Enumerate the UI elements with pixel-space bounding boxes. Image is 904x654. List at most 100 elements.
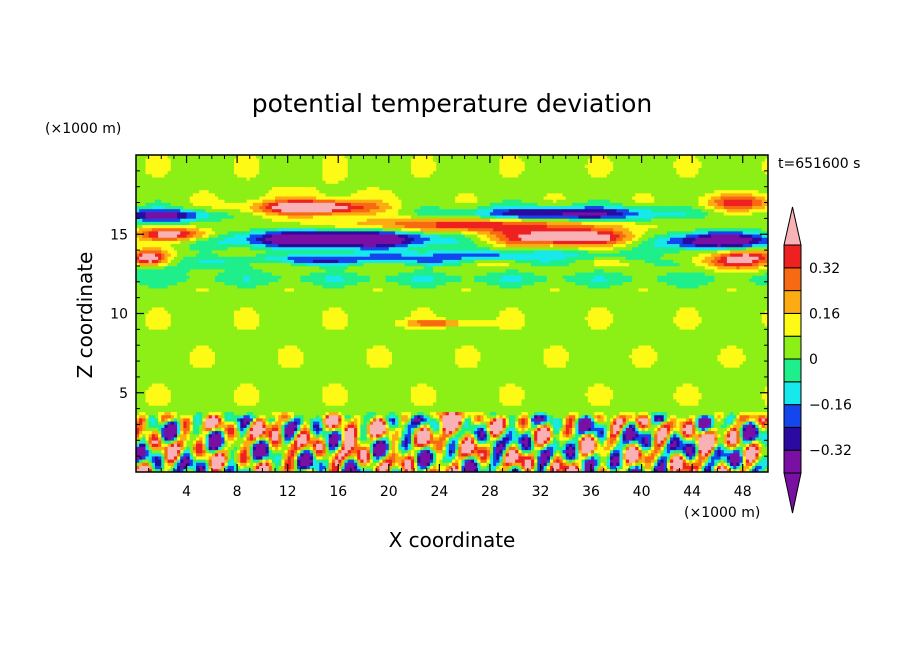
field-cell bbox=[319, 233, 323, 245]
field-cell bbox=[262, 230, 266, 235]
field-cell bbox=[600, 227, 605, 232]
field-cell bbox=[597, 411, 601, 416]
field-cell bbox=[382, 227, 387, 232]
field-cell bbox=[591, 221, 595, 226]
field-cell bbox=[559, 455, 563, 460]
field-cell bbox=[344, 265, 349, 270]
field-cell bbox=[455, 411, 459, 416]
field-cell bbox=[256, 262, 260, 270]
field-cell bbox=[448, 411, 453, 432]
field-cell bbox=[537, 259, 541, 267]
field-cell bbox=[404, 259, 409, 264]
field-cell bbox=[284, 214, 289, 222]
field-cell bbox=[344, 271, 349, 286]
field-cell bbox=[366, 230, 371, 235]
field-cell bbox=[328, 329, 333, 384]
field-cell bbox=[177, 459, 181, 463]
field-cell bbox=[524, 459, 529, 470]
field-cell bbox=[319, 459, 323, 463]
field-cell bbox=[158, 176, 162, 200]
field-cell bbox=[145, 443, 150, 447]
field-cell bbox=[287, 344, 292, 368]
field-cell bbox=[199, 240, 203, 260]
field-cell bbox=[512, 243, 516, 248]
field-cell bbox=[575, 468, 579, 472]
field-cell bbox=[341, 386, 345, 406]
field-cell bbox=[388, 465, 393, 470]
field-cell bbox=[461, 440, 466, 444]
field-cell bbox=[458, 325, 462, 349]
field-cell bbox=[445, 446, 450, 460]
field-cell bbox=[316, 265, 320, 273]
field-cell bbox=[335, 243, 339, 248]
field-cell bbox=[493, 259, 497, 264]
field-cell bbox=[398, 449, 402, 454]
field-cell bbox=[341, 205, 345, 210]
field-cell bbox=[357, 414, 361, 438]
field-cell bbox=[391, 262, 396, 276]
field-cell bbox=[515, 243, 519, 248]
field-slice bbox=[391, 155, 396, 472]
field-cell bbox=[508, 199, 513, 207]
field-cell bbox=[439, 284, 443, 317]
field-cell bbox=[322, 246, 326, 251]
field-cell bbox=[524, 262, 529, 273]
field-cell bbox=[546, 430, 551, 438]
field-cell bbox=[158, 440, 162, 447]
field-cell bbox=[461, 233, 466, 251]
field-cell bbox=[414, 221, 418, 229]
field-cell bbox=[154, 430, 159, 435]
field-cell bbox=[265, 237, 270, 241]
field-cell bbox=[357, 256, 361, 260]
field-slice bbox=[414, 155, 418, 472]
field-cell bbox=[303, 224, 308, 229]
field-cell bbox=[597, 440, 601, 444]
field-cell bbox=[290, 214, 295, 219]
field-cell bbox=[189, 218, 194, 222]
field-cell bbox=[322, 417, 326, 425]
field-cell bbox=[154, 417, 159, 428]
field-cell bbox=[417, 246, 421, 254]
field-cell bbox=[164, 446, 168, 460]
field-cell bbox=[177, 227, 181, 232]
field-cell bbox=[363, 443, 368, 447]
field-cell bbox=[562, 430, 567, 435]
field-cell bbox=[354, 417, 358, 425]
field-cell bbox=[594, 199, 598, 207]
field-cell bbox=[512, 176, 516, 200]
field-cell bbox=[572, 436, 576, 441]
field-cell bbox=[256, 214, 260, 229]
field-cell bbox=[448, 262, 453, 267]
field-cell bbox=[455, 214, 459, 219]
field-cell bbox=[480, 440, 484, 444]
field-cell bbox=[183, 230, 187, 238]
field-cell bbox=[294, 249, 298, 254]
field-cell bbox=[224, 430, 229, 435]
field-cell bbox=[136, 417, 140, 422]
field-cell bbox=[376, 249, 380, 254]
field-cell bbox=[312, 424, 317, 428]
field-cell bbox=[467, 430, 472, 435]
field-cell bbox=[423, 214, 428, 219]
field-cell bbox=[565, 351, 570, 362]
field-cell bbox=[290, 468, 295, 472]
field-cell bbox=[379, 465, 383, 472]
field-cell bbox=[322, 462, 326, 466]
field-cell bbox=[417, 268, 421, 276]
field-cell bbox=[268, 256, 273, 260]
field-cell bbox=[594, 443, 598, 447]
field-cell bbox=[218, 271, 222, 283]
field-cell bbox=[316, 462, 320, 472]
field-cell bbox=[452, 433, 456, 438]
field-cell bbox=[275, 411, 279, 422]
field-slice bbox=[429, 155, 434, 472]
field-cell bbox=[581, 284, 586, 416]
field-cell bbox=[338, 424, 342, 428]
field-cell bbox=[600, 287, 605, 308]
field-cell bbox=[524, 155, 529, 203]
field-cell bbox=[369, 367, 374, 413]
field-cell bbox=[196, 268, 200, 289]
field-cell bbox=[496, 246, 500, 251]
field-cell bbox=[527, 284, 532, 419]
field-cell bbox=[477, 237, 481, 248]
